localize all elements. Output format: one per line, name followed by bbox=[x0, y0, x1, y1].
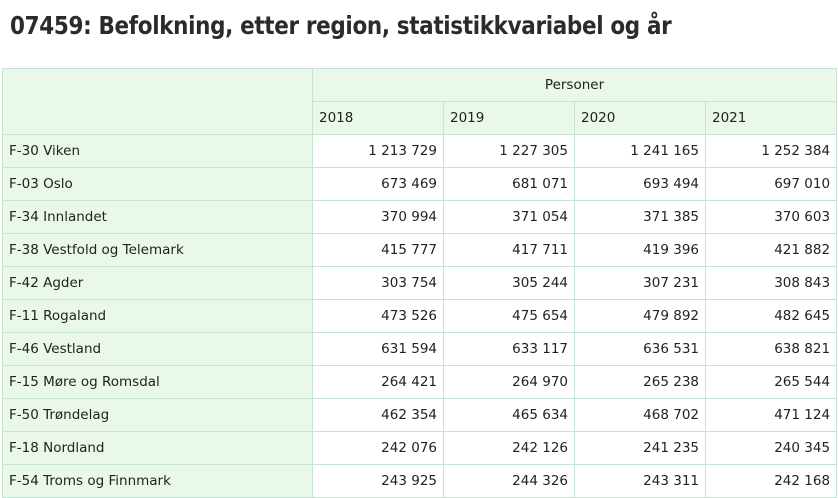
value-cell: 1 213 729 bbox=[312, 134, 444, 168]
measure-header: Personer bbox=[311, 68, 838, 102]
header-row-years: 2018 2019 2020 2021 bbox=[3, 101, 838, 135]
region-cell: F-30 Viken bbox=[2, 134, 313, 168]
table-row: F-38 Vestfold og Telemark 415 777 417 711 4… bbox=[2, 233, 838, 267]
region-cell: F-03 Oslo bbox=[2, 167, 313, 201]
value-cell: 417 711 bbox=[443, 233, 575, 267]
table-body: F-30 Viken 1 213 729 1 227 305 1 241 165 1 2… bbox=[2, 134, 838, 498]
value-cell: 240 345 bbox=[704, 431, 838, 465]
value-cell: 1 252 384 bbox=[704, 134, 838, 168]
year-header: 2019 bbox=[443, 101, 575, 135]
region-cell: F-34 Innlandet bbox=[2, 200, 313, 234]
year-header: 2020 bbox=[574, 101, 706, 135]
region-cell: F-18 Nordland bbox=[2, 431, 313, 465]
region-cell: F-11 Rogaland bbox=[2, 299, 313, 333]
value-cell: 636 531 bbox=[574, 332, 706, 366]
table-row: F-54 Troms og Finnmark 243 925 244 326 243 … bbox=[2, 464, 838, 498]
value-cell: 265 238 bbox=[574, 365, 706, 399]
value-cell: 265 544 bbox=[704, 365, 838, 399]
value-cell: 371 385 bbox=[574, 200, 706, 234]
table-row: F-42 Agder 303 754 305 244 307 231 308 843 bbox=[2, 266, 838, 300]
value-cell: 371 054 bbox=[443, 200, 575, 234]
region-cell: F-50 Trøndelag bbox=[2, 398, 313, 432]
value-cell: 241 235 bbox=[574, 431, 706, 465]
year-header: 2018 bbox=[312, 101, 444, 135]
value-cell: 370 994 bbox=[312, 200, 444, 234]
table-row: F-34 Innlandet 370 994 371 054 371 385 370 6… bbox=[2, 200, 838, 234]
table-row: F-46 Vestland 631 594 633 117 636 531 638 82… bbox=[2, 332, 838, 366]
statistics-table: Personer 2018 2019 2020 2021 F-30 Viken 1 21… bbox=[2, 68, 838, 498]
value-cell: 673 469 bbox=[312, 167, 444, 201]
value-cell: 468 702 bbox=[574, 398, 706, 432]
region-cell: F-42 Agder bbox=[2, 266, 313, 300]
value-cell: 243 311 bbox=[574, 464, 706, 498]
value-cell: 415 777 bbox=[312, 233, 444, 267]
year-header: 2021 bbox=[704, 101, 838, 135]
value-cell: 1 241 165 bbox=[574, 134, 706, 168]
value-cell: 370 603 bbox=[704, 200, 838, 234]
region-cell: F-38 Vestfold og Telemark bbox=[2, 233, 313, 267]
value-cell: 479 892 bbox=[574, 299, 706, 333]
page-title: 07459: Befolkning, etter region, statist… bbox=[10, 11, 672, 40]
value-cell: 693 494 bbox=[574, 167, 706, 201]
region-cell: F-15 Møre og Romsdal bbox=[2, 365, 313, 399]
value-cell: 242 168 bbox=[704, 464, 838, 498]
value-cell: 471 124 bbox=[704, 398, 838, 432]
value-cell: 482 645 bbox=[704, 299, 838, 333]
value-cell: 243 925 bbox=[312, 464, 444, 498]
value-cell: 419 396 bbox=[574, 233, 706, 267]
value-cell: 473 526 bbox=[312, 299, 444, 333]
region-cell: F-54 Troms og Finnmark bbox=[2, 464, 313, 498]
value-cell: 475 654 bbox=[443, 299, 575, 333]
value-cell: 242 076 bbox=[312, 431, 444, 465]
value-cell: 307 231 bbox=[574, 266, 706, 300]
value-cell: 633 117 bbox=[443, 332, 575, 366]
value-cell: 462 354 bbox=[312, 398, 444, 432]
value-cell: 308 843 bbox=[704, 266, 838, 300]
value-cell: 681 071 bbox=[443, 167, 575, 201]
value-cell: 421 882 bbox=[704, 233, 838, 267]
table-row: F-50 Trøndelag 462 354 465 634 468 702 471 1… bbox=[2, 398, 838, 432]
value-cell: 303 754 bbox=[312, 266, 444, 300]
value-cell: 631 594 bbox=[312, 332, 444, 366]
value-cell: 465 634 bbox=[443, 398, 575, 432]
region-cell: F-46 Vestland bbox=[2, 332, 313, 366]
header-row-measure: Personer bbox=[2, 68, 838, 135]
table-row: F-18 Nordland 242 076 242 126 241 235 240 34… bbox=[2, 431, 838, 465]
corner-cell bbox=[2, 68, 313, 135]
table-row: F-03 Oslo 673 469 681 071 693 494 697 010 bbox=[2, 167, 838, 201]
value-cell: 305 244 bbox=[443, 266, 575, 300]
table-row: F-11 Rogaland 473 526 475 654 479 892 482 64… bbox=[2, 299, 838, 333]
table-row: F-30 Viken 1 213 729 1 227 305 1 241 165 1 2… bbox=[2, 134, 838, 168]
value-cell: 264 970 bbox=[443, 365, 575, 399]
table-row: F-15 Møre og Romsdal 264 421 264 970 265 23… bbox=[2, 365, 838, 399]
value-cell: 1 227 305 bbox=[443, 134, 575, 168]
value-cell: 697 010 bbox=[704, 167, 838, 201]
value-cell: 242 126 bbox=[443, 431, 575, 465]
value-cell: 638 821 bbox=[704, 332, 838, 366]
value-cell: 264 421 bbox=[312, 365, 444, 399]
value-cell: 244 326 bbox=[443, 464, 575, 498]
